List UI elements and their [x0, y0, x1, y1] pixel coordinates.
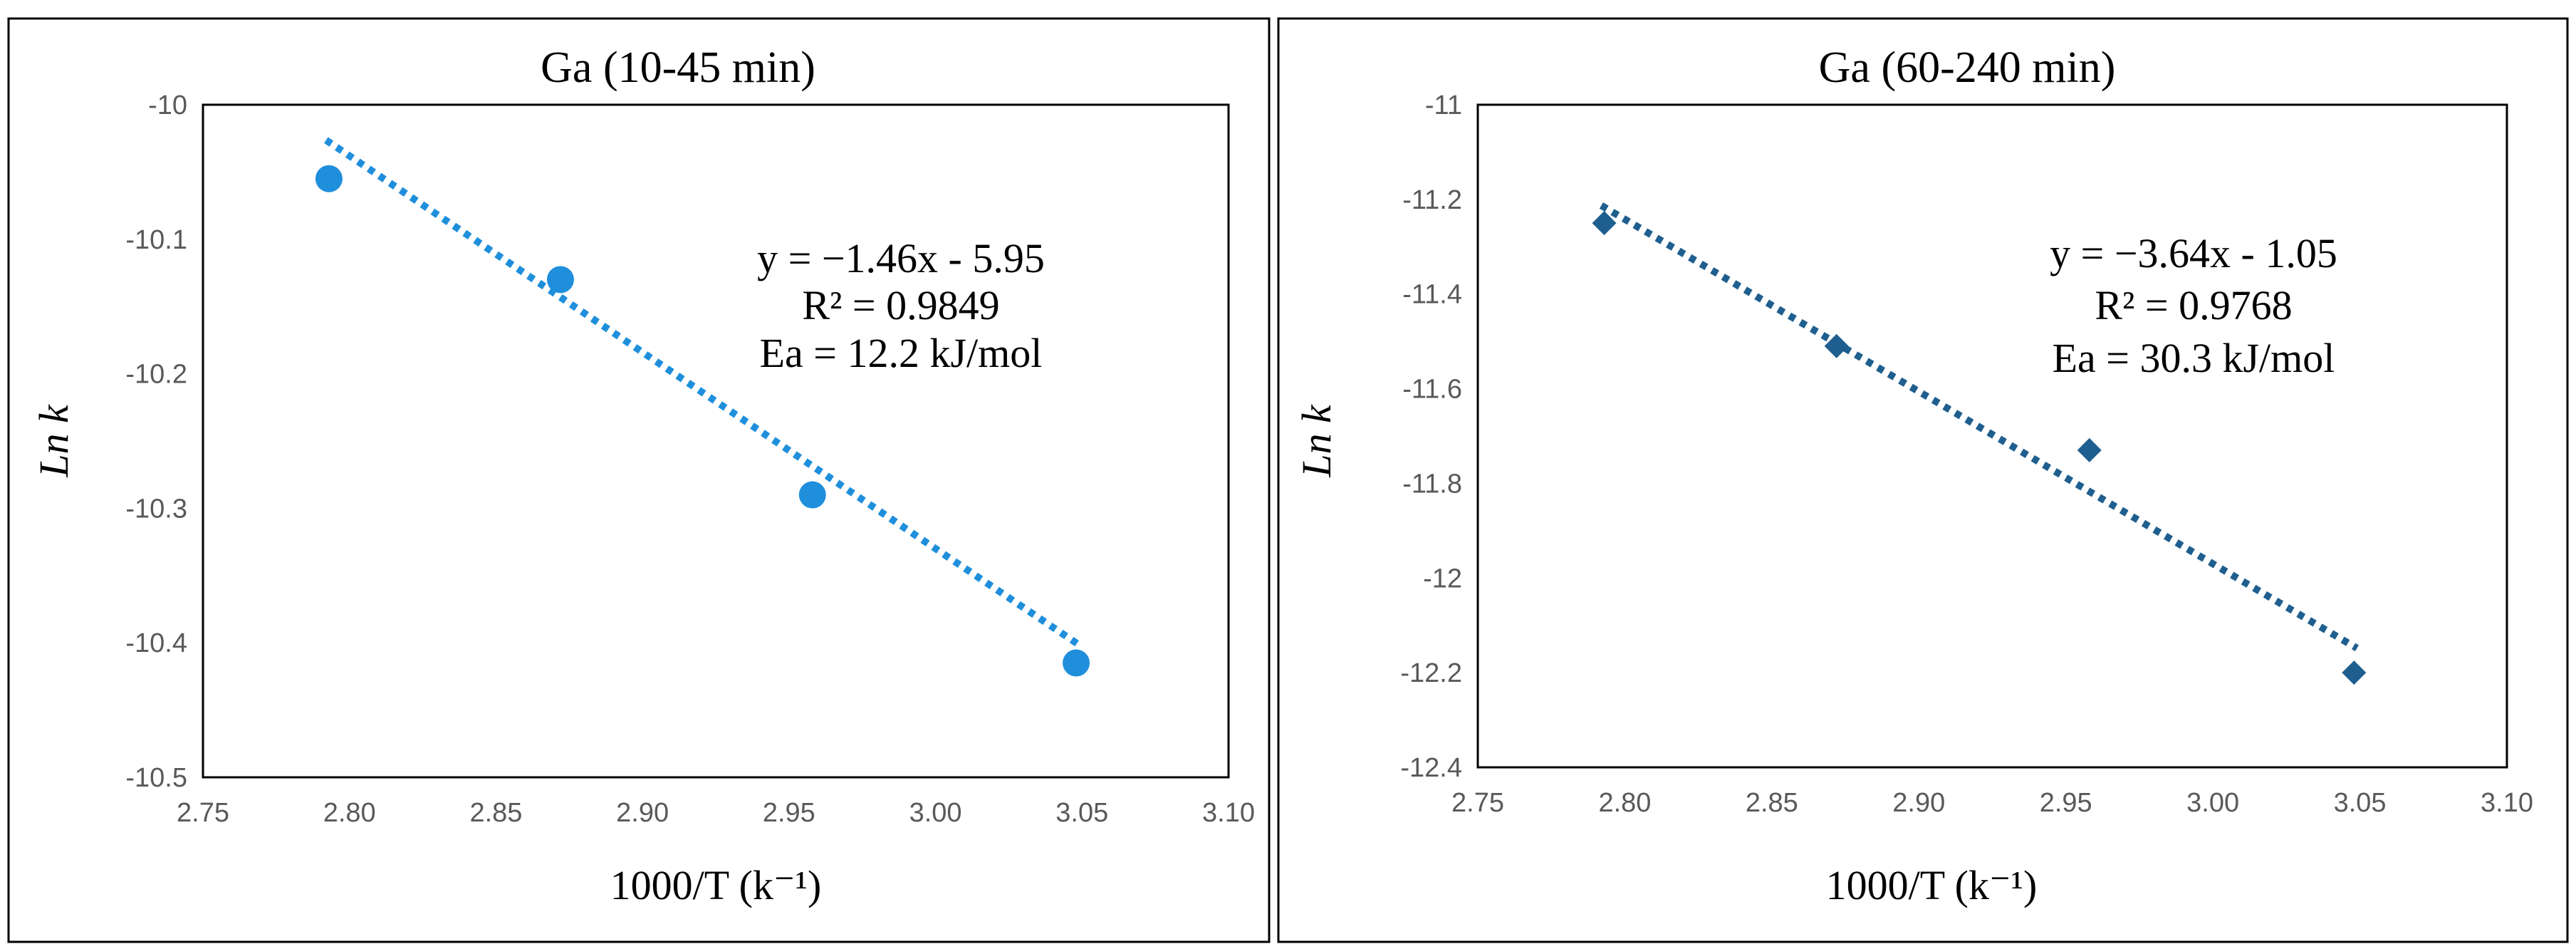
y-axis-label-left: Ln k — [31, 404, 77, 478]
plot-area-right — [1476, 103, 2508, 769]
x-axis-label-left: 1000/T (k⁻¹) — [610, 862, 822, 908]
y-tick-label: -12 — [1423, 564, 1462, 593]
y-tick-label: -11.4 — [1402, 280, 1462, 310]
data-point — [1063, 649, 1090, 677]
x-tick-label: 2.85 — [1746, 788, 1798, 818]
trendline — [324, 137, 1081, 648]
y-tick-label: -10.3 — [125, 494, 187, 524]
trendline-right — [1599, 202, 2359, 652]
data-point — [1824, 333, 1849, 358]
x-tick-label: 2.90 — [616, 798, 669, 828]
x-tick-label: 2.95 — [2040, 788, 2092, 818]
activation-energy-right: Ea = 30.3 kJ/mol — [2053, 335, 2335, 381]
trendline-left — [324, 137, 1081, 648]
x-tick-label: 2.95 — [763, 798, 815, 828]
x-axis-label-right: 1000/T (k⁻¹) — [1826, 862, 2038, 908]
data-point — [1592, 211, 1617, 236]
data-point — [315, 165, 343, 192]
y-tick-label: -11.2 — [1402, 185, 1462, 215]
data-point — [2342, 660, 2367, 685]
data-point — [798, 481, 826, 509]
y-ticks-left: -10 -10.1 -10.2 -10.3 -10.4 -10.5 — [125, 90, 187, 793]
y-tick-label: -10.2 — [125, 360, 187, 390]
x-ticks-left: 2.75 2.80 2.85 2.90 2.95 3.00 3.05 3.10 — [177, 798, 1255, 828]
x-tick-label: 2.75 — [1451, 788, 1504, 818]
data-point — [2077, 437, 2102, 462]
x-tick-label: 3.00 — [909, 798, 962, 828]
y-ticks-right: -11 -11.2 -11.4 -11.6 -11.8 -12 -12.2 -12.4 — [1400, 90, 1462, 783]
x-tick-label: 3.05 — [1055, 798, 1108, 828]
x-tick-label: 2.90 — [1892, 788, 1945, 818]
panel-left: Ga (10-45 min) -10-10.1-10.2-10.3-10.4-1… — [7, 17, 1271, 943]
y-tick-label: -10.5 — [125, 763, 187, 793]
equation-right: y = −3.64x - 1.05 — [2050, 230, 2337, 276]
x-tick-label: 2.80 — [1598, 788, 1651, 818]
y-tick-label: -11.8 — [1402, 469, 1462, 499]
points-left — [315, 165, 1090, 677]
y-tick-label: -11.6 — [1402, 375, 1462, 405]
chart-title-left: Ga (10-45 min) — [541, 43, 815, 92]
y-tick-label: -10.1 — [125, 225, 187, 255]
chart-title-right: Ga (60-240 min) — [1819, 43, 2116, 92]
plot-area-left — [202, 103, 1230, 779]
x-tick-label: 3.10 — [1202, 798, 1255, 828]
y-tick-label: -12.2 — [1400, 658, 1462, 688]
x-ticks-right: 2.75 2.80 2.85 2.90 2.95 3.00 3.05 3.10 — [1451, 788, 2533, 818]
x-tick-label: 2.75 — [177, 798, 229, 828]
equation-left: y = −1.46x - 5.95 — [757, 235, 1045, 281]
trendline — [1599, 202, 2359, 652]
y-tick-label: -10 — [148, 90, 187, 120]
y-tick-label: -12.4 — [1400, 753, 1462, 783]
y-tick-label: -10.4 — [125, 628, 187, 658]
activation-energy-left: Ea = 12.2 kJ/mol — [760, 330, 1043, 376]
points-right — [1592, 211, 2367, 685]
x-tick-label: 2.80 — [323, 798, 376, 828]
panel-right: Ga (60-240 min) -11-11.2-11.4-11.6-11.8-… — [1277, 17, 2569, 943]
x-tick-label: 3.05 — [2334, 788, 2387, 818]
r-squared-left: R² = 0.9849 — [802, 282, 999, 328]
panel-left-frame — [7, 17, 1271, 943]
x-tick-label: 3.00 — [2186, 788, 2239, 818]
panel-right-frame — [1277, 17, 2569, 943]
y-tick-label: -11 — [1425, 90, 1462, 120]
x-tick-label: 2.85 — [469, 798, 522, 828]
y-axis-label-right: Ln k — [1293, 404, 1340, 478]
x-tick-label: 3.10 — [2481, 788, 2533, 818]
data-point — [546, 266, 574, 294]
r-squared-right: R² = 0.9768 — [2095, 282, 2292, 328]
